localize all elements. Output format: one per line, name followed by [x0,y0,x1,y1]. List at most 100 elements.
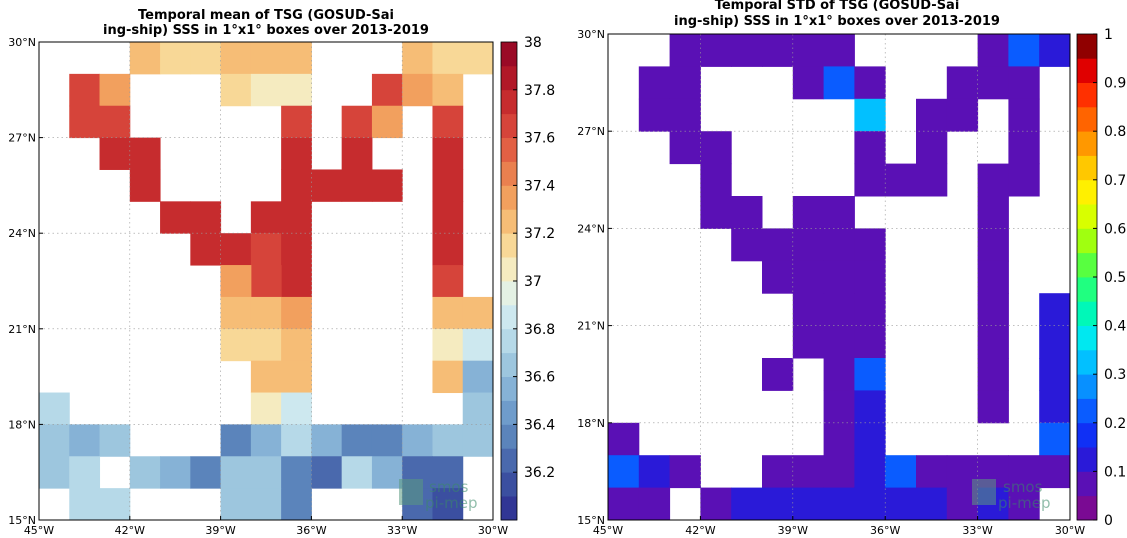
heatmap-cell [977,390,1009,424]
heatmap-cell [250,265,282,298]
heatmap-cell [281,233,312,266]
colorbar-tick-label: 0.5 [1104,270,1126,286]
heatmap-cell [129,456,161,489]
heatmap-cell [1008,66,1040,100]
heatmap-cell [311,424,343,457]
heatmap-cell [250,488,282,521]
heatmap-cell [1008,487,1040,521]
right-watermark-line1: smos [1003,478,1043,496]
heatmap-cell [823,455,855,489]
heatmap-cell [99,488,131,521]
y-tick-label: 24°N [577,222,605,235]
left-watermark-line1: smos [429,478,469,496]
heatmap-cell [977,66,1009,100]
heatmap-cell [1039,34,1071,67]
heatmap-cell [977,196,1009,229]
colorbar-segment [1077,301,1097,326]
colorbar-segment [1077,106,1097,132]
colorbar-segment [1077,349,1097,375]
heatmap-cell [160,456,191,489]
colorbar-tick-label: 0.4 [1104,319,1126,335]
heatmap-cell [823,293,855,327]
heatmap-cell [608,422,640,456]
colorbar-segment [1077,204,1097,229]
heatmap-cell [250,73,282,107]
heatmap-cell [977,325,1009,359]
heatmap-cell [281,456,312,489]
heatmap-cell [402,424,433,457]
heatmap-cell [762,487,794,521]
heatmap-cell [854,487,886,521]
heatmap-cell [762,34,794,67]
heatmap-cell [129,42,161,75]
heatmap-cell [432,296,464,330]
heatmap-cell [99,424,131,457]
heatmap-cell [432,488,464,521]
heatmap-cell [190,233,222,266]
heatmap-cell [669,131,701,165]
colorbar-segment [501,304,517,330]
heatmap-cell [1008,131,1040,165]
heatmap-cell [250,233,282,266]
heatmap-cell [823,34,855,67]
left-chart: Temporal mean of TSG (GOSUD-Sai ing-ship… [8,8,555,537]
left-watermark-line2: pi-mep [425,494,477,512]
heatmap-cell [250,424,282,457]
heatmap-cell [99,105,131,139]
heatmap-cell [281,296,312,330]
heatmap-cell [700,196,732,229]
heatmap-cell [220,73,252,107]
heatmap-cell [1039,390,1071,424]
heatmap-cell [854,66,886,100]
y-tick-label: 15°N [577,514,605,527]
heatmap-cell [160,201,191,234]
heatmap-cell [432,456,464,489]
heatmap-cell [792,260,825,294]
heatmap-cell [700,487,732,521]
heatmap-cell [854,260,886,294]
heatmap-cell [854,98,886,132]
heatmap-cell [823,422,855,456]
heatmap-cell [129,137,161,170]
heatmap-cell [462,42,494,75]
heatmap-cell [341,424,373,457]
heatmap-cell [432,360,464,394]
heatmap-cell [700,163,732,197]
colorbar-segment [501,185,517,210]
heatmap-cell [885,163,917,197]
y-tick-label: 18°N [8,418,36,431]
y-tick-label: 15°N [8,514,36,527]
heatmap-cell [792,487,825,521]
heatmap-cell [823,260,855,294]
left-heatmap-cells [39,42,494,521]
y-tick-label: 18°N [577,417,605,430]
colorbar-segment [1077,82,1097,108]
x-tick-label: 39°W [778,524,808,537]
colorbar-segment [501,137,517,162]
heatmap-cell [190,456,222,489]
colorbar-segment [501,328,517,354]
left-colorbar: 36.2 36.4 36.6 36.8 37 37.2 37.4 37.6 37.8 38 [500,35,555,521]
heatmap-cell [916,131,948,165]
colorbar-segment [1077,471,1097,497]
heatmap-cell [823,196,855,229]
x-tick-label: 33°W [962,524,992,537]
heatmap-cell [638,455,671,489]
heatmap-cell [250,392,282,425]
y-tick-label: 27°N [577,125,605,138]
colorbar-tick-label: 0.9 [1104,76,1126,92]
heatmap-cell [854,131,886,165]
colorbar-segment [1077,252,1097,278]
heatmap-cell [792,228,825,262]
colorbar-segment [501,89,517,115]
heatmap-cell [281,73,312,107]
heatmap-cell [462,424,494,457]
heatmap-cell [341,456,373,489]
colorbar-segment [501,233,517,258]
heatmap-cell [281,424,312,457]
left-chart-title: Temporal mean of TSG (GOSUD-Sai [138,8,394,23]
heatmap-cell [432,233,464,266]
colorbar-segment [501,65,517,91]
right-chart-subtitle: ing-ship) SSS in 1°x1° boxes over 2013-2… [674,14,1000,29]
